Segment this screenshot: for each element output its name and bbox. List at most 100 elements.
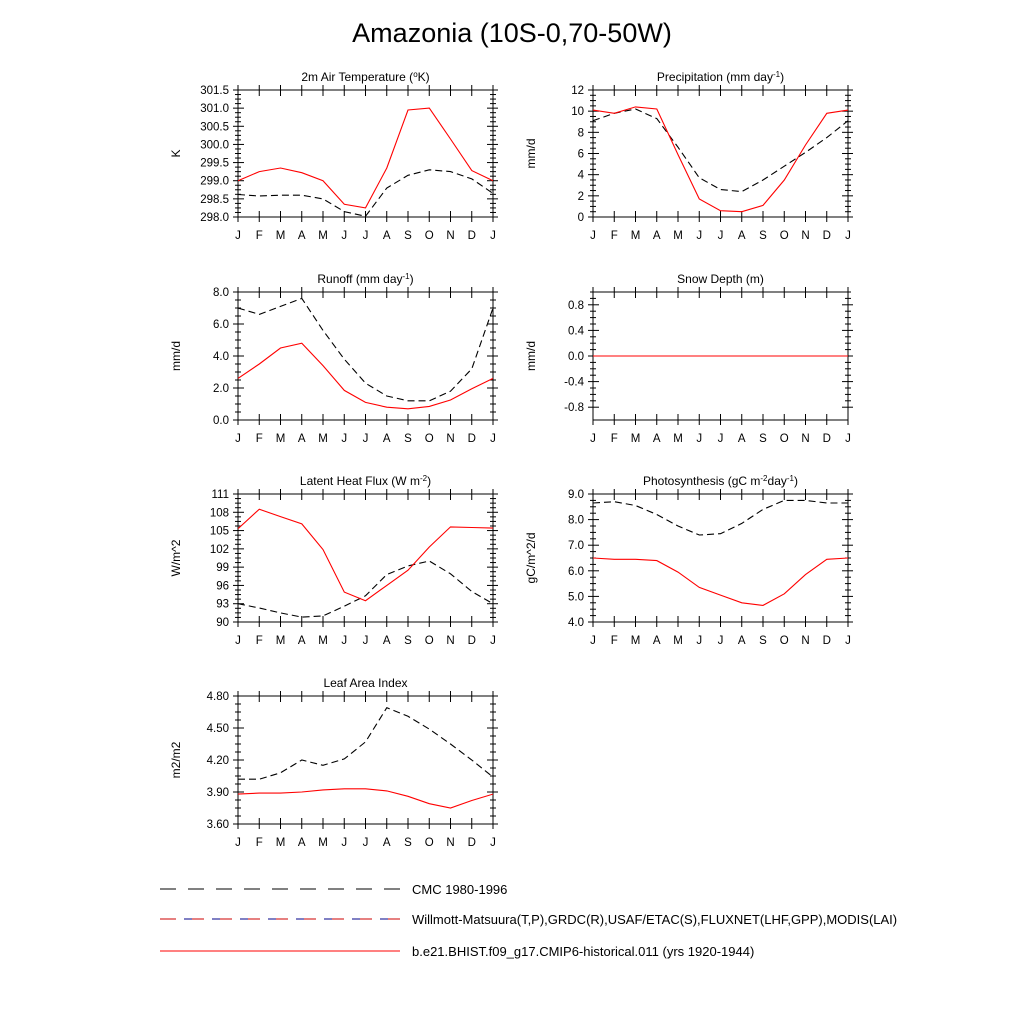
y-tick-label: 96: [216, 580, 229, 592]
x-tick-label: A: [653, 230, 661, 242]
y-tick-label: 0.8: [568, 300, 584, 312]
y-tick-label: 0: [578, 212, 584, 224]
x-tick-label: O: [780, 433, 789, 445]
x-tick-label: F: [256, 837, 263, 849]
panel-title: Snow Depth (m): [677, 272, 764, 286]
y-axis-label: mm/d: [169, 341, 183, 371]
x-tick-label: S: [404, 433, 412, 445]
x-tick-label: F: [611, 635, 618, 647]
x-tick-label: M: [276, 230, 286, 242]
y-axis-label: W/m^2: [169, 539, 183, 576]
title-text: ): [410, 272, 414, 286]
x-tick-label: M: [276, 837, 286, 849]
x-tick-label: J: [363, 433, 369, 445]
x-tick-label: F: [611, 230, 618, 242]
x-tick-label: J: [490, 635, 496, 647]
x-tick-label: O: [425, 635, 434, 647]
title-text: Snow Depth (m): [677, 272, 764, 286]
y-axis-label: mm/d: [524, 341, 538, 371]
y-tick-label: 108: [210, 507, 229, 519]
plot-frame: [237, 291, 494, 421]
x-tick-label: A: [298, 433, 306, 445]
legend-label: b.e21.BHIST.f09_g17.CMIP6-historical.011…: [412, 944, 754, 959]
title-text: Precipitation (mm day: [657, 70, 773, 84]
series-line-model: [238, 788, 493, 809]
title-superscript: o: [413, 70, 418, 79]
x-tick-label: J: [363, 837, 369, 849]
x-tick-label: F: [256, 433, 263, 445]
x-tick-label: D: [823, 635, 831, 647]
y-tick-label: 4.0: [568, 617, 584, 629]
x-tick-label: J: [696, 433, 702, 445]
x-tick-label: J: [341, 635, 347, 647]
y-tick-label: 105: [210, 526, 229, 538]
x-tick-label: O: [780, 635, 789, 647]
chart-panel-1: 2m Air Temperature (oK)J F M A M J J A S O N D J301.…: [169, 70, 498, 242]
legend: CMC 1980-1996 Willmott-Matsuura(T,P),GRDC…: [160, 882, 897, 959]
x-tick-label: J: [235, 230, 241, 242]
x-tick-label: O: [425, 230, 434, 242]
x-tick-label: M: [673, 433, 683, 445]
x-tick-label: J: [590, 635, 596, 647]
x-tick-label: J: [235, 635, 241, 647]
y-axis-label: mm/d: [524, 139, 538, 169]
series-line-model: [593, 557, 848, 606]
y-tick-label: 5.0: [568, 591, 584, 603]
x-tick-label: J: [845, 635, 851, 647]
legend-label: Willmott-Matsuura(T,P),GRDC(R),USAF/ETAC…: [412, 912, 897, 927]
chart-panel-5: Latent Heat Flux (W m-2)J F M A M J J A S O N D J111…: [169, 474, 498, 647]
x-tick-label: A: [738, 433, 746, 445]
y-tick-label: 301.5: [200, 85, 229, 97]
x-tick-label: S: [759, 230, 767, 242]
x-tick-label: A: [298, 230, 306, 242]
x-tick-label: S: [404, 230, 412, 242]
title-text: Runoff (mm day: [317, 272, 402, 286]
title-text: Leaf Area Index: [323, 676, 407, 690]
y-tick-label: 3.60: [207, 819, 229, 831]
panel-title: 2m Air Temperature (oK): [301, 70, 429, 85]
y-axis-label: K: [169, 149, 183, 157]
x-tick-label: J: [718, 433, 724, 445]
series-line-observed: [593, 499, 848, 536]
x-tick-label: A: [383, 837, 391, 849]
y-axis-label: m2/m2: [169, 741, 183, 778]
title-superscript: -2: [760, 474, 768, 483]
x-tick-label: M: [318, 230, 328, 242]
series-line-observed: [238, 707, 493, 780]
x-tick-label: D: [823, 230, 831, 242]
y-tick-label: -0.4: [564, 377, 584, 389]
y-tick-label: 102: [210, 544, 229, 556]
y-tick-label: 4.0: [213, 351, 229, 363]
x-tick-label: S: [759, 635, 767, 647]
x-tick-label: J: [845, 433, 851, 445]
x-tick-label: A: [298, 635, 306, 647]
plot-frame: [237, 493, 494, 623]
y-tick-label: 0.0: [213, 415, 229, 427]
x-tick-label: M: [631, 635, 641, 647]
x-tick-label: N: [446, 230, 454, 242]
y-tick-label: 2.0: [213, 383, 229, 395]
y-tick-label: 90: [216, 617, 229, 629]
x-tick-label: F: [256, 230, 263, 242]
x-tick-label: A: [653, 433, 661, 445]
x-tick-label: J: [341, 837, 347, 849]
y-tick-label: 4: [578, 170, 585, 182]
y-tick-label: 0.0: [568, 351, 584, 363]
y-tick-label: 2: [578, 191, 584, 203]
y-tick-label: 8.0: [213, 287, 229, 299]
y-tick-label: 9.0: [568, 489, 584, 501]
x-tick-label: A: [383, 230, 391, 242]
x-tick-label: O: [425, 433, 434, 445]
x-tick-label: J: [363, 230, 369, 242]
y-tick-label: 3.90: [207, 787, 229, 799]
y-tick-label: 4.80: [207, 691, 229, 703]
y-tick-label: 8: [578, 127, 584, 139]
x-tick-label: A: [738, 230, 746, 242]
y-tick-label: 299.5: [200, 158, 229, 170]
x-tick-label: M: [631, 433, 641, 445]
y-tick-label: 10: [571, 106, 584, 118]
series-line-model: [238, 107, 493, 209]
x-tick-label: J: [490, 433, 496, 445]
